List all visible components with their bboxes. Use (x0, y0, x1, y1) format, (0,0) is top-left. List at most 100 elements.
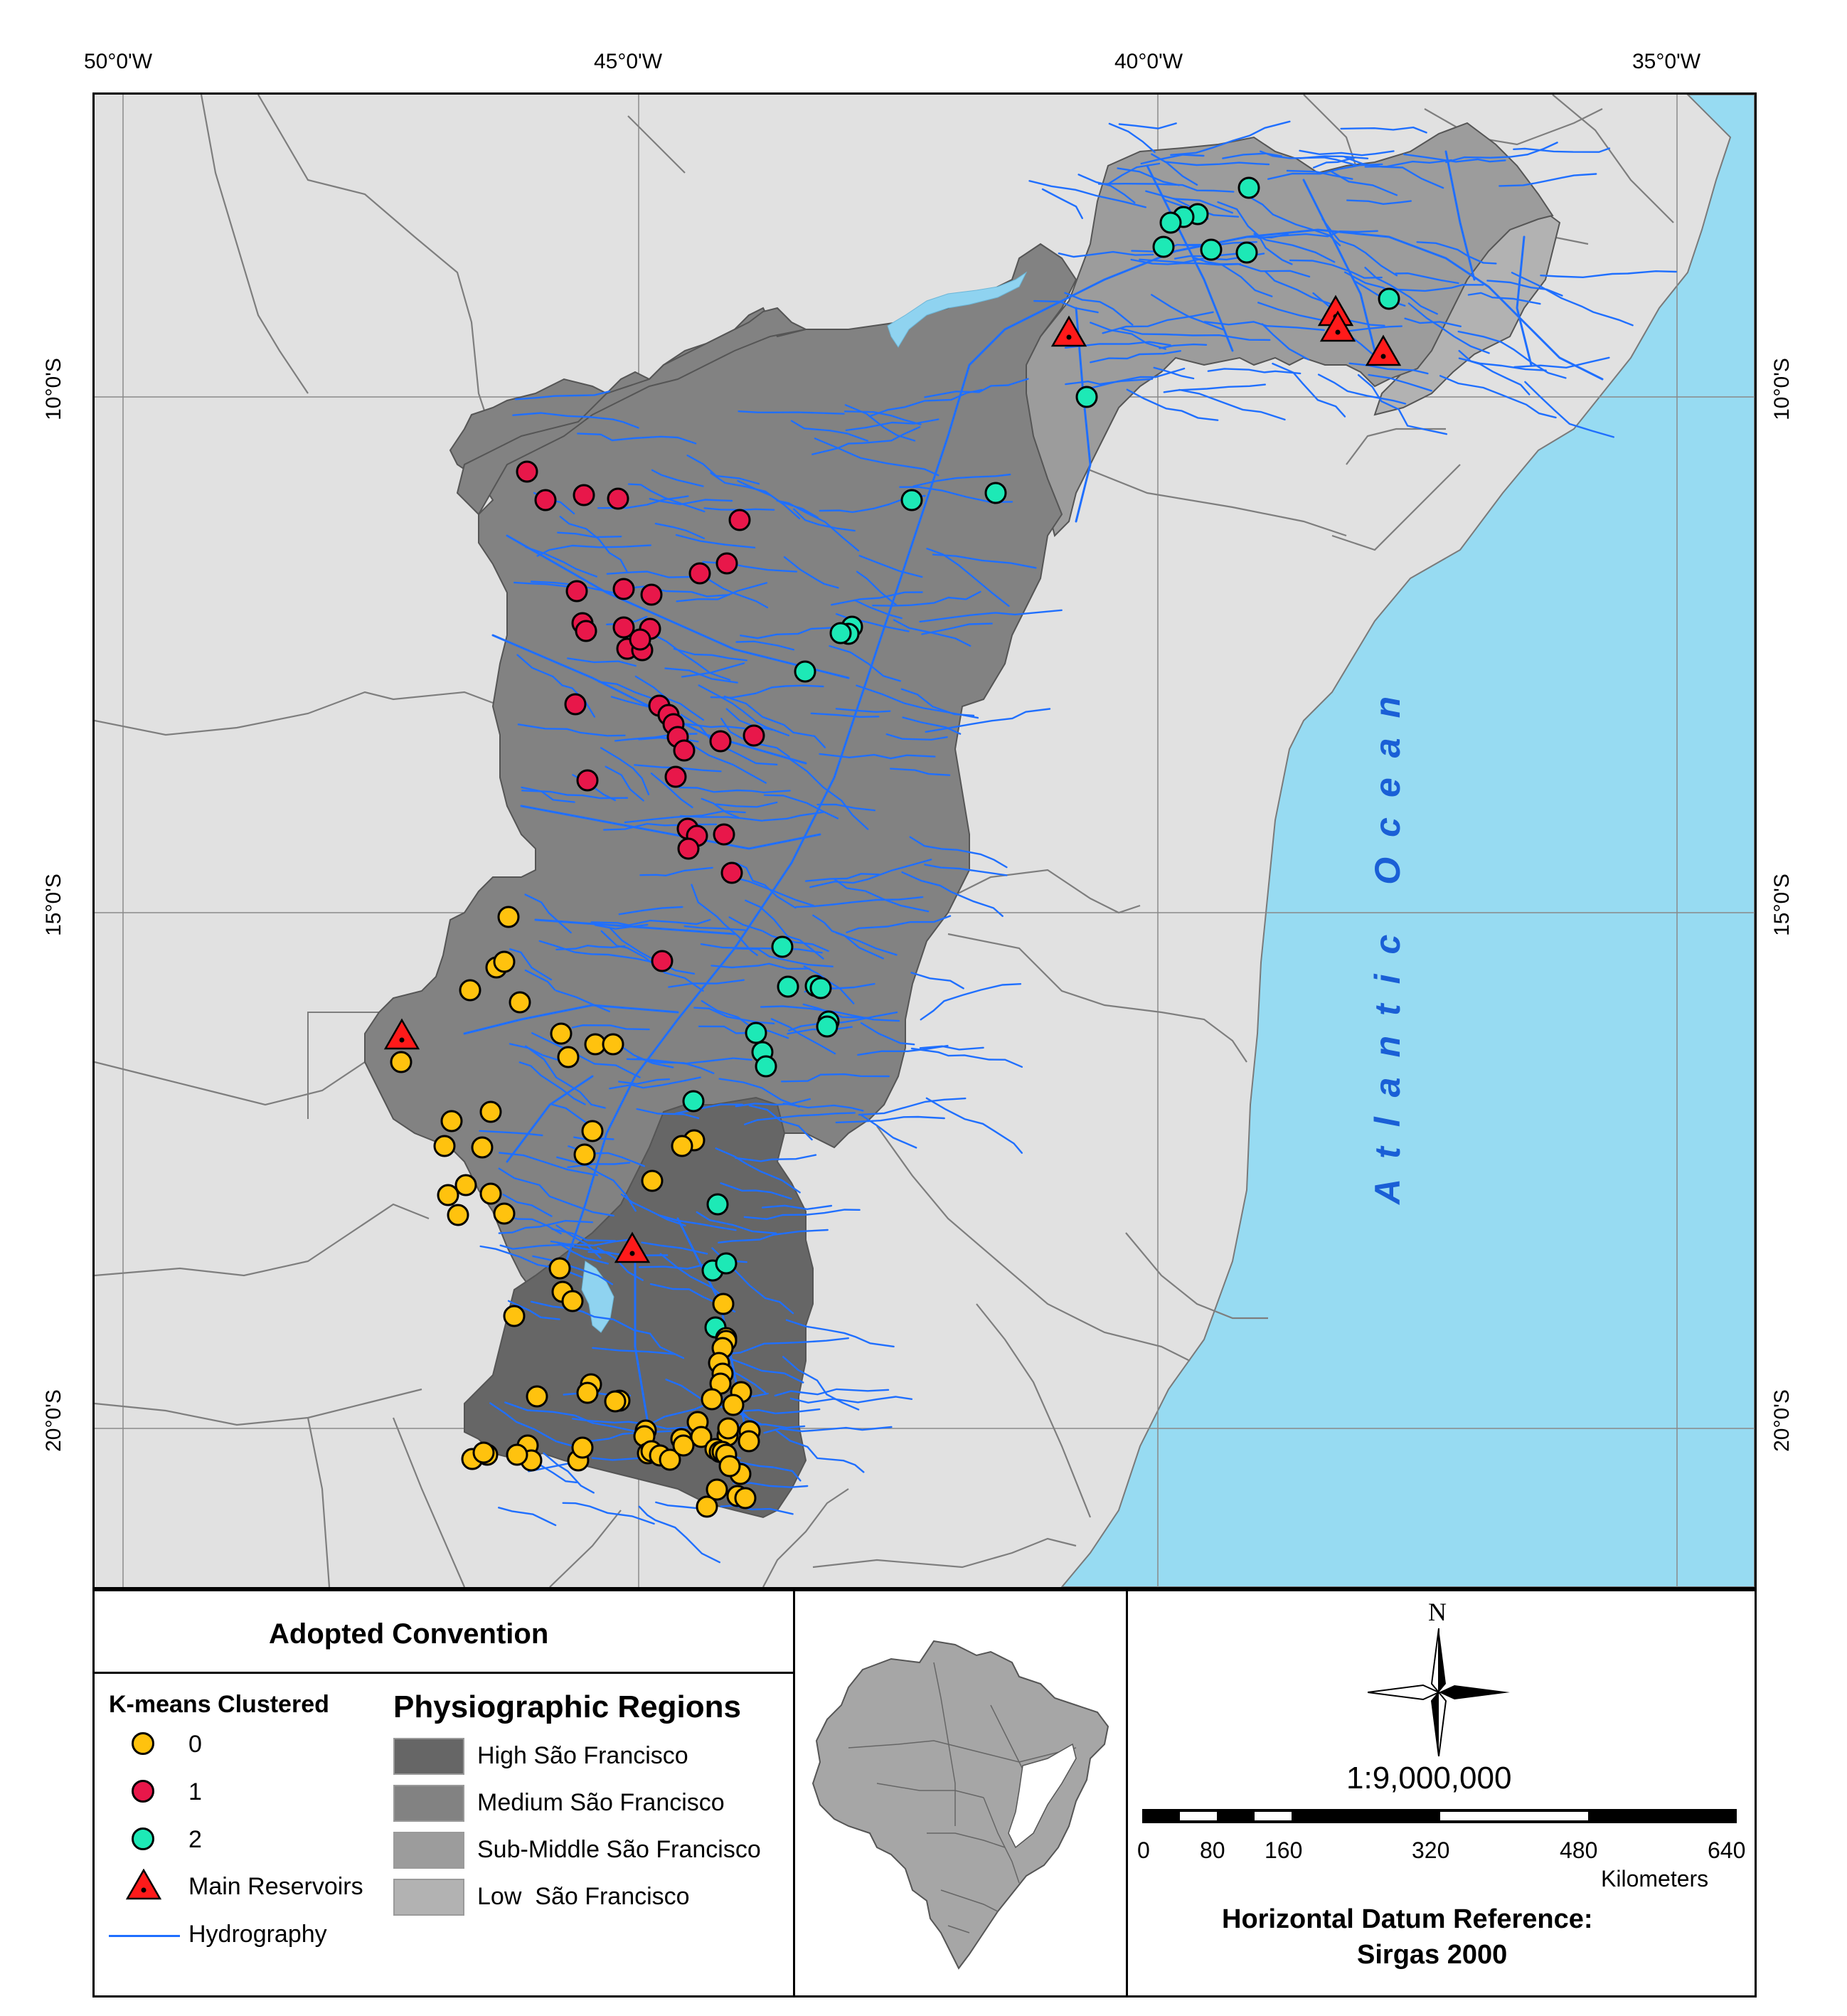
cluster-0-point (454, 1174, 477, 1197)
river-tributary (1402, 153, 1506, 163)
river-tributary (735, 1098, 811, 1108)
river-tributary (1118, 122, 1177, 129)
river-tributary (704, 576, 769, 609)
regions-title: Physiographic Regions (393, 1689, 741, 1724)
cluster-0-point (571, 1436, 594, 1459)
cluster-0-point (581, 1120, 604, 1142)
cluster-1-point (629, 628, 651, 651)
river-tributary (788, 1011, 898, 1031)
river-tributary (1193, 257, 1311, 278)
river-tributary (932, 553, 1037, 569)
river-tributary (1299, 149, 1395, 156)
legend-cluster-1-dot (132, 1780, 154, 1803)
cluster-1-point (575, 620, 597, 642)
river-tributary (683, 925, 746, 931)
river-tributary (1312, 156, 1356, 169)
cluster-2-point (1152, 235, 1175, 258)
cluster-2-point (755, 1055, 777, 1078)
river-tributary (626, 1057, 752, 1065)
river-tributary (507, 1300, 560, 1320)
river-tributary (543, 1452, 595, 1494)
river-tributary (668, 979, 745, 988)
river-tributary (1090, 322, 1166, 350)
river-tributary (513, 581, 572, 588)
cluster-0-point (738, 1430, 760, 1453)
river-tributary (514, 391, 611, 400)
cluster-0-point (561, 1290, 584, 1312)
legend-cluster-2-label: 2 (188, 1826, 202, 1853)
river-tributary (618, 906, 683, 916)
river-tributary (710, 472, 819, 519)
river-tributary (735, 1154, 817, 1162)
river-tributary (531, 1032, 641, 1078)
scale-tick-0: 0 (1137, 1837, 1150, 1863)
river-tributary (735, 862, 797, 909)
cluster-0-point (722, 1394, 745, 1416)
river-tributary (1261, 323, 1310, 361)
river-tributary (567, 657, 637, 667)
river-tributary (562, 1502, 655, 1525)
river-tributary (921, 622, 993, 635)
river-tributary (557, 531, 622, 539)
cluster-0-point (472, 1441, 495, 1464)
river-tributary (655, 1501, 710, 1511)
ocean-label: Atlantic Ocean (1368, 677, 1407, 1206)
river-tributary (776, 499, 860, 552)
river-tributary (1117, 167, 1180, 186)
river-tributary (551, 1228, 617, 1242)
reservoir-marker (383, 1018, 420, 1050)
lon-label-45w: 45°0'W (594, 50, 663, 73)
river-tributary (763, 1426, 893, 1434)
cluster-1-point (677, 837, 700, 860)
cluster-0-point (717, 1417, 740, 1440)
legend-reservoir-icon (126, 1869, 161, 1900)
brazil-state-lines (848, 1662, 1077, 1933)
reservoir-marker-dot (399, 1037, 405, 1043)
river-tributary (605, 765, 644, 802)
river-tributary (521, 786, 575, 803)
river-tributary (715, 1147, 801, 1194)
legend-region-medium-swatch (393, 1785, 464, 1822)
river-tributary (701, 797, 740, 819)
river-tributary (681, 662, 745, 678)
river-tributary (804, 873, 880, 882)
river-tributary (1257, 230, 1378, 239)
brazil-outline (811, 1640, 1109, 1970)
river-tributary (1102, 311, 1214, 334)
river-tributary (901, 871, 1004, 917)
river-tributary (835, 1115, 945, 1124)
river-tributary (721, 1337, 849, 1355)
river-tributary (925, 1097, 1023, 1154)
river-tributary (664, 667, 738, 684)
cluster-0-point (497, 906, 520, 928)
region-sub-middle-sao-francisco (1018, 122, 1554, 537)
river-tributary (1033, 299, 1099, 314)
river-tributary (762, 811, 824, 822)
legend-region-high-label: High São Francisco (477, 1742, 688, 1769)
river-tributary (775, 1429, 865, 1473)
scale-tick-160: 160 (1265, 1837, 1303, 1863)
river-tributary (1286, 169, 1353, 180)
river-tributary (1170, 120, 1291, 156)
cluster-2-point (1237, 176, 1260, 199)
cluster-0-point (701, 1388, 723, 1411)
reservoir-marker (1050, 315, 1087, 347)
cluster-1-point (673, 739, 696, 762)
cluster-1-point (664, 765, 687, 788)
river-tributary (571, 1024, 650, 1031)
river-tributary (1077, 174, 1136, 203)
river-tributary (725, 708, 776, 731)
river-trunk (506, 1075, 594, 1163)
river-tributary (1340, 126, 1427, 134)
scale-unit: Kilometers (1601, 1866, 1709, 1892)
river-tributary (1207, 368, 1302, 375)
river-tributary (498, 1167, 614, 1217)
river-tributary (606, 571, 693, 578)
river-tributary (835, 612, 910, 632)
north-label: N (1428, 1598, 1447, 1626)
cluster-1-point (720, 861, 743, 884)
river-tributary (780, 1073, 890, 1083)
cluster-2-point (682, 1090, 705, 1113)
river-tributary (774, 1388, 890, 1397)
cluster-1-point (564, 693, 587, 716)
